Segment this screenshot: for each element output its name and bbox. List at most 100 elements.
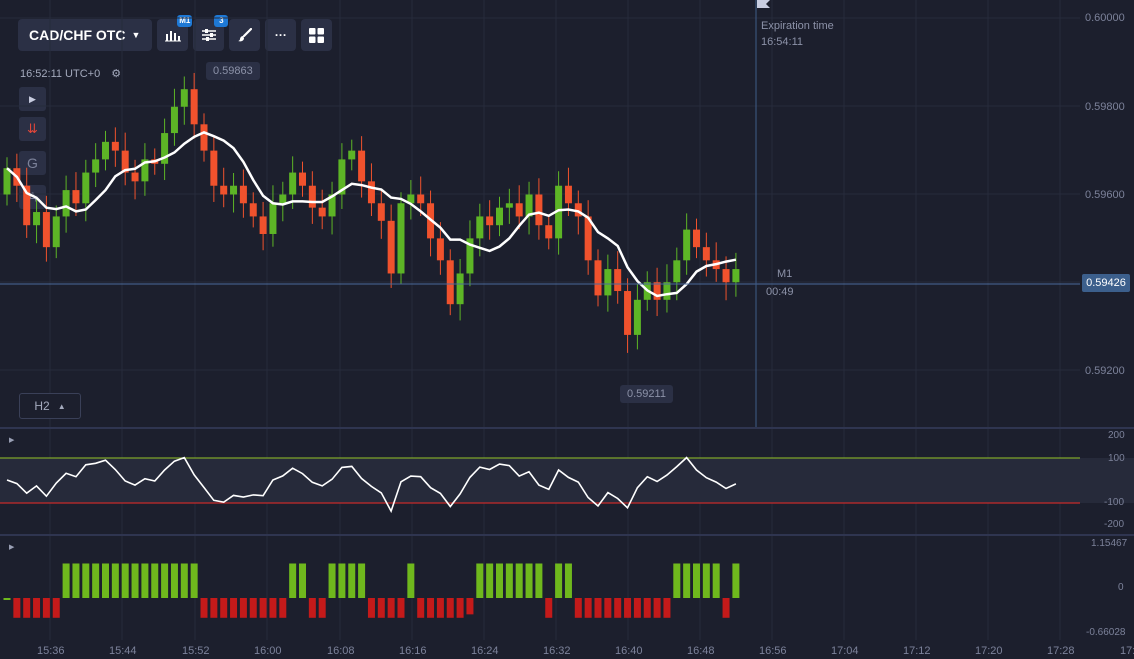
candle-body xyxy=(299,172,306,186)
moving-average-line xyxy=(6,131,737,298)
clock-text: 16:52:11 UTC+0 xyxy=(20,68,101,80)
candle-body xyxy=(446,260,454,305)
high-price-label: 0.59863 xyxy=(206,62,260,80)
hist-tick: -0.66028 xyxy=(1086,627,1126,638)
histogram-bar xyxy=(377,598,385,618)
x-tick-label: 17:3 xyxy=(1120,645,1134,657)
candle-body xyxy=(407,194,415,204)
histogram-bar xyxy=(486,563,494,598)
chevron-up-icon: ▲ xyxy=(57,401,66,411)
candle-body xyxy=(239,185,247,204)
histogram-bar xyxy=(210,598,218,618)
candle-body xyxy=(604,269,612,296)
x-tick-label: 16:48 xyxy=(687,645,715,657)
candle-body xyxy=(200,124,208,151)
chevron-down-icon: ▼ xyxy=(131,30,141,40)
candle-body xyxy=(732,269,740,283)
candle-body xyxy=(111,141,119,151)
timeframe-selector[interactable]: H2 ▲ xyxy=(19,393,81,419)
layout-button[interactable] xyxy=(301,19,333,51)
osc-tick: 100 xyxy=(1108,453,1125,464)
histogram-bar xyxy=(328,563,336,598)
histogram-bar xyxy=(673,563,681,598)
histogram-bar xyxy=(653,598,661,618)
candle-body xyxy=(367,181,375,204)
histogram-bar xyxy=(82,563,90,598)
candle-body xyxy=(387,220,395,274)
candle-body xyxy=(505,203,513,208)
histogram-bar xyxy=(367,598,375,618)
histogram-group xyxy=(3,563,740,618)
x-tick-label: 17:12 xyxy=(903,645,931,657)
x-tick-label: 15:36 xyxy=(37,645,65,657)
candle-body xyxy=(82,172,90,204)
candle-body xyxy=(515,203,523,217)
x-tick-label: 16:40 xyxy=(615,645,643,657)
histogram-bar xyxy=(466,598,474,615)
asset-pair-label: CAD/CHF OTC xyxy=(29,27,126,43)
candle-body xyxy=(42,212,50,248)
expiration-title: Expiration time xyxy=(761,20,834,32)
flag-icon xyxy=(757,0,770,8)
asset-selector-button[interactable]: CAD/CHF OTC ▼ xyxy=(18,19,153,51)
candle-body xyxy=(210,150,218,186)
candle-body xyxy=(525,194,533,217)
histogram-bar xyxy=(515,563,523,598)
histogram-bar xyxy=(614,598,622,618)
candle-body xyxy=(102,141,109,160)
candle-body xyxy=(722,269,730,283)
x-tick-label: 17:20 xyxy=(975,645,1003,657)
histogram-bar xyxy=(545,598,553,618)
candles-icon xyxy=(164,31,181,42)
signals-button[interactable]: ⇊ xyxy=(19,117,46,141)
candle-body xyxy=(633,299,641,335)
grid-layout-icon xyxy=(309,27,325,43)
x-tick-label: 16:24 xyxy=(471,645,499,657)
candle-body xyxy=(33,212,41,226)
x-tick-label: 16:08 xyxy=(327,645,355,657)
histogram-bar xyxy=(476,563,484,598)
candle-body xyxy=(358,150,366,182)
brush-icon xyxy=(237,28,252,42)
more-button[interactable]: ··· xyxy=(265,19,297,51)
candle-body xyxy=(170,106,178,134)
candles-group xyxy=(3,72,740,353)
candle-body xyxy=(377,203,385,221)
x-tick-label: 17:28 xyxy=(1047,645,1075,657)
histogram-bar xyxy=(427,598,435,618)
candle-body xyxy=(535,194,543,226)
candle-body xyxy=(249,203,257,217)
histogram-bar xyxy=(220,598,228,618)
histogram-bar xyxy=(702,563,710,598)
histogram-bar xyxy=(693,563,700,598)
histogram-bar xyxy=(111,563,119,598)
candle-body xyxy=(62,190,70,217)
expand-panel-button[interactable]: ▶ xyxy=(19,87,46,111)
x-tick-label: 16:00 xyxy=(254,645,282,657)
histogram-bar xyxy=(239,598,247,618)
x-tick-label: 16:56 xyxy=(759,645,787,657)
candle-body xyxy=(92,159,100,173)
histogram-bar xyxy=(141,563,149,598)
histogram-bar xyxy=(72,563,80,598)
histogram-bar xyxy=(289,563,297,598)
histogram-bar xyxy=(604,598,612,618)
gear-icon[interactable]: ⚙ xyxy=(111,68,122,80)
candle-body xyxy=(594,260,602,296)
histogram-bar xyxy=(683,563,691,598)
candle-body xyxy=(614,269,622,292)
candle-body xyxy=(72,190,80,204)
histogram-bar xyxy=(23,598,31,618)
timeframe-label: H2 xyxy=(34,399,50,413)
osc-tick: 200 xyxy=(1108,430,1125,441)
histogram-bar xyxy=(397,598,405,618)
g-button[interactable]: G xyxy=(19,151,46,175)
histogram-bar xyxy=(308,598,316,618)
osc-tick: -200 xyxy=(1104,519,1125,530)
y-tick: 0.60000 xyxy=(1085,12,1125,24)
candle-body xyxy=(180,89,188,107)
drawing-button[interactable] xyxy=(229,19,261,51)
histogram-bar xyxy=(643,598,651,618)
candle-body xyxy=(417,194,425,204)
